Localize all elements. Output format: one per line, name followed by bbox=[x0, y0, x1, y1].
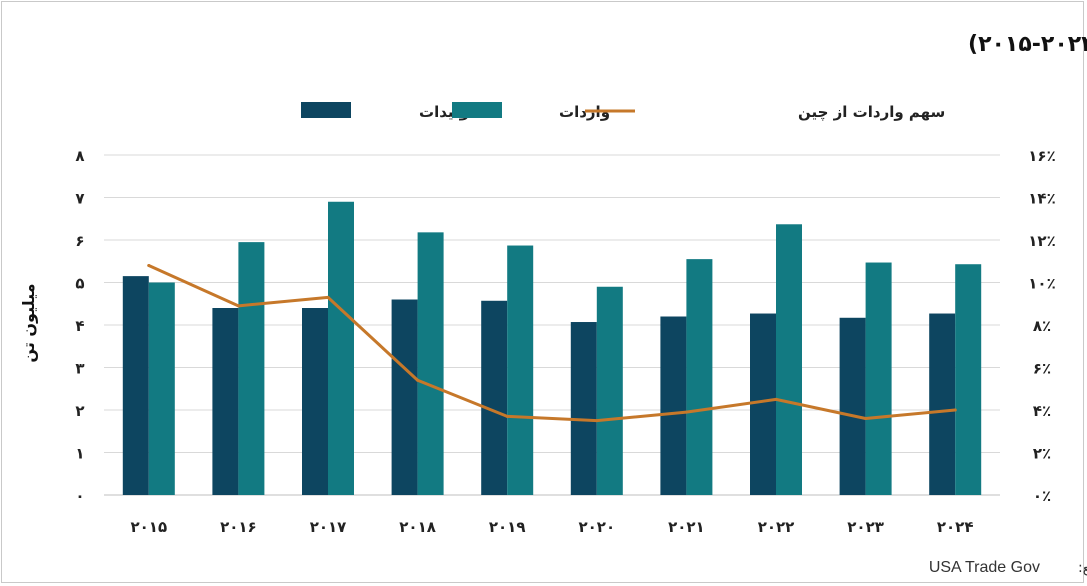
x-tick-label: ۲۰۲۳ bbox=[847, 518, 884, 536]
x-tick-label: ۲۰۱۵ bbox=[130, 518, 167, 536]
bar-imports bbox=[596, 286, 623, 495]
y2-tick-label: ۱۴٪ bbox=[1028, 190, 1055, 208]
y-axis-left: ۰ ۱ ۲ ۳ ۴ ۵ ۶ ۷ ۸ bbox=[75, 147, 84, 505]
y2-tick-label: ۲٪ bbox=[1033, 445, 1051, 463]
legend-label-imports: واردات bbox=[559, 103, 610, 121]
y-tick-label: ۵ bbox=[75, 275, 84, 293]
china-share-line-group bbox=[147, 264, 957, 423]
x-tick-label: ۲۰۲۱ bbox=[668, 518, 705, 536]
x-axis: ۲۰۱۵ ۲۰۱۶ ۲۰۱۷ ۲۰۱۸ ۲۰۱۹ ۲۰۲۰ ۲۰۲۱ ۲۰۲۲ ۲۰۲۳ ۲۰۲۴ bbox=[130, 518, 973, 536]
source-value: USA Trade Gov bbox=[929, 559, 1040, 576]
china-share-point bbox=[595, 419, 599, 423]
bar-production bbox=[122, 276, 149, 495]
china-share-line bbox=[147, 264, 957, 423]
bar-imports bbox=[328, 201, 354, 495]
y2-tick-label: ۱۶٪ bbox=[1028, 147, 1055, 165]
bar-production bbox=[212, 308, 239, 495]
y2-tick-label: ۱۲٪ bbox=[1028, 232, 1055, 250]
bar-production bbox=[481, 300, 508, 495]
china-share-point bbox=[147, 264, 151, 267]
china-share-point bbox=[416, 378, 420, 382]
bar-imports bbox=[865, 262, 892, 495]
y2-tick-label: ۸٪ bbox=[1033, 317, 1051, 335]
y-tick-label: ۷ bbox=[75, 190, 84, 208]
bar-production bbox=[929, 313, 956, 495]
x-tick-label: ۲۰۲۴ bbox=[937, 518, 974, 536]
china-share-point bbox=[953, 408, 957, 412]
y-tick-label: ۰ bbox=[75, 487, 84, 505]
bar-production bbox=[660, 316, 687, 495]
bar-imports bbox=[507, 245, 534, 495]
legend-label-china-share: سهم واردات از چین bbox=[798, 103, 945, 122]
y2-tick-label: ۱۰٪ bbox=[1028, 275, 1055, 293]
china-share-point bbox=[505, 414, 509, 418]
legend: تولیدات واردات سهم واردات از چین bbox=[301, 102, 945, 122]
bar-production bbox=[302, 308, 328, 495]
x-tick-label: ۲۰۱۹ bbox=[489, 518, 526, 536]
y-tick-label: ۴ bbox=[75, 317, 84, 335]
china-share-point bbox=[236, 304, 240, 308]
y2-tick-label: ۶٪ bbox=[1033, 360, 1051, 378]
y-tick-label: ۱ bbox=[75, 445, 84, 463]
x-tick-label: ۲۰۱۷ bbox=[310, 518, 347, 536]
y-tick-label: ۲ bbox=[75, 402, 84, 420]
bar-imports bbox=[776, 224, 802, 495]
china-share-point bbox=[774, 397, 778, 401]
y2-tick-label: ۴٪ bbox=[1033, 402, 1051, 420]
bar-imports bbox=[148, 282, 175, 495]
bar-imports bbox=[238, 242, 265, 495]
y-axis-title: میلیون تن bbox=[19, 283, 38, 362]
bar-imports bbox=[417, 232, 444, 495]
bars bbox=[122, 201, 982, 495]
y2-tick-label: ۰٪ bbox=[1033, 487, 1051, 505]
y-tick-label: ۶ bbox=[75, 232, 84, 250]
x-tick-label: ۲۰۲۰ bbox=[578, 518, 615, 536]
legend-swatch-imports bbox=[452, 102, 502, 118]
source-note: USA Trade Gov منبع: bbox=[929, 559, 1087, 576]
x-tick-label: ۲۰۲۲ bbox=[758, 518, 795, 536]
bar-production bbox=[839, 317, 866, 495]
y-axis-right: ۰٪ ۲٪ ۴٪ ۶٪ ۸٪ ۱۰٪ ۱۲٪ ۱۴٪ ۱۶٪ bbox=[1028, 147, 1055, 505]
bar-production bbox=[391, 299, 418, 495]
bar-imports bbox=[955, 264, 982, 495]
chart-title: نمودار ۱- واردات و تولیدات محصولات آلومی… bbox=[968, 29, 1087, 57]
source-label: منبع: bbox=[1078, 560, 1087, 576]
x-tick-label: ۲۰۱۶ bbox=[220, 518, 257, 536]
bar-production bbox=[750, 313, 776, 495]
y-tick-label: ۳ bbox=[75, 360, 84, 378]
china-share-point bbox=[326, 295, 330, 299]
china-share-point bbox=[864, 417, 868, 420]
x-tick-label: ۲۰۱۸ bbox=[399, 518, 436, 536]
china-share-point bbox=[684, 410, 688, 414]
bar-production bbox=[570, 322, 597, 495]
y-tick-label: ۸ bbox=[75, 147, 84, 165]
bar-imports bbox=[686, 259, 713, 495]
legend-swatch-production bbox=[301, 102, 351, 118]
